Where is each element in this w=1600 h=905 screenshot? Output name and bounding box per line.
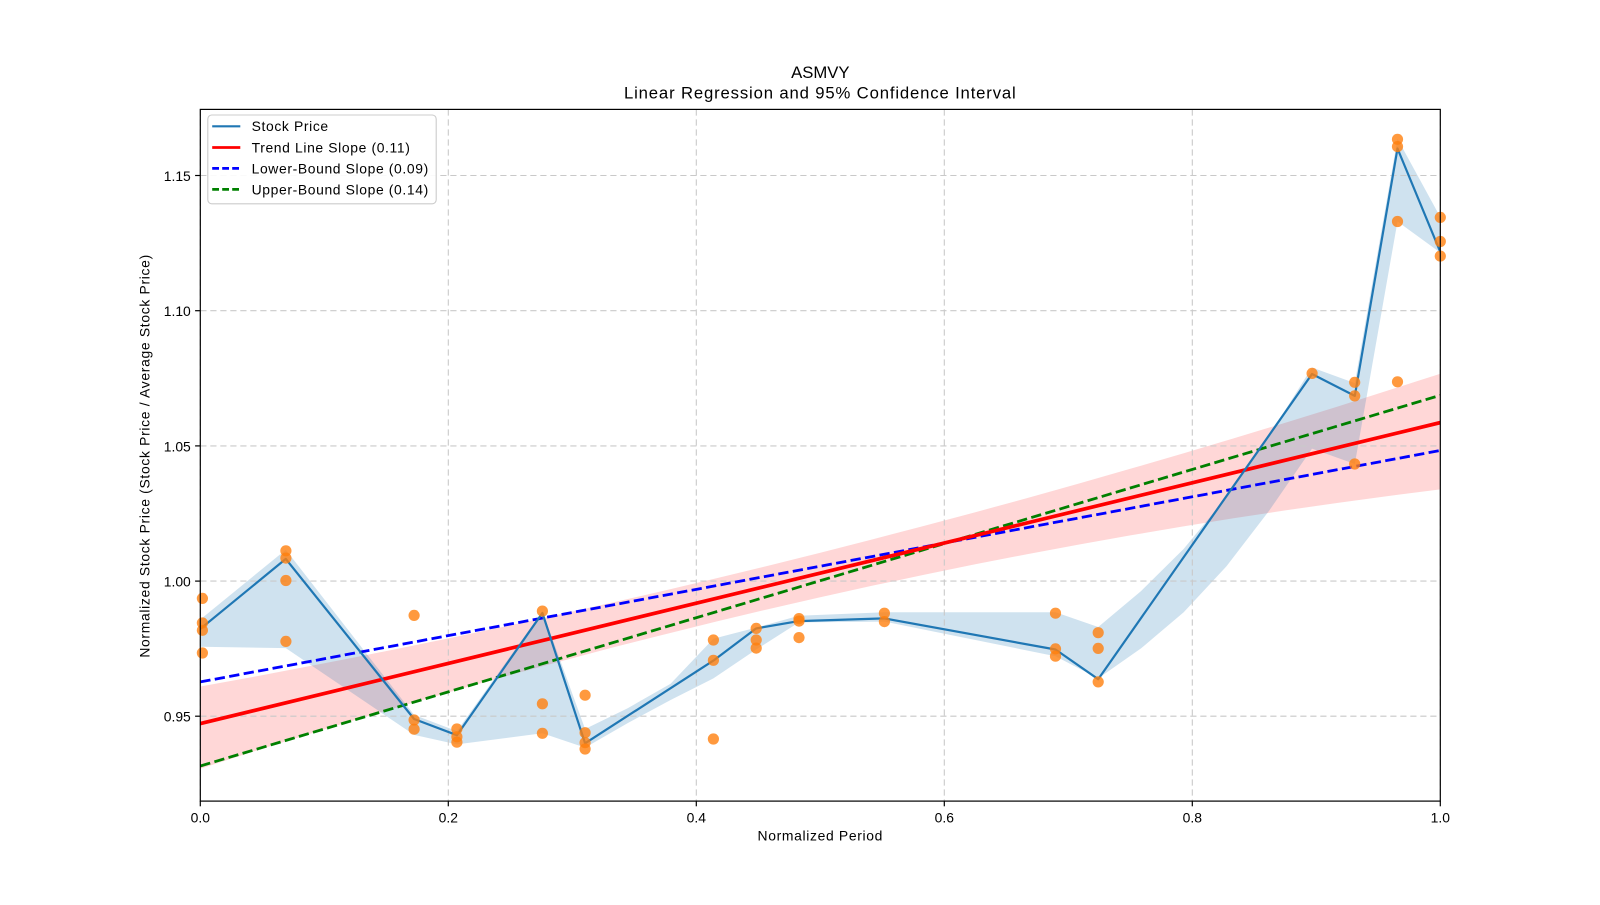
svg-text:Trend Line Slope (0.11): Trend Line Slope (0.11): [252, 139, 411, 155]
svg-text:ASMVY: ASMVY: [791, 63, 849, 82]
svg-text:0.95: 0.95: [164, 709, 191, 725]
svg-text:Stock Price: Stock Price: [252, 118, 329, 134]
svg-text:1.15: 1.15: [164, 168, 191, 184]
svg-text:0.2: 0.2: [439, 810, 459, 826]
svg-text:0.4: 0.4: [687, 810, 707, 826]
svg-text:1.10: 1.10: [164, 303, 191, 319]
svg-text:0.0: 0.0: [191, 810, 211, 826]
svg-text:1.0: 1.0: [1431, 810, 1451, 826]
svg-text:Lower-Bound Slope (0.09): Lower-Bound Slope (0.09): [252, 160, 429, 176]
svg-text:1.00: 1.00: [164, 574, 191, 590]
svg-text:1.05: 1.05: [164, 438, 191, 454]
svg-text:Normalized Stock Price (Stock: Normalized Stock Price (Stock Price / Av…: [136, 254, 152, 658]
svg-text:Normalized Period: Normalized Period: [758, 827, 883, 843]
svg-text:Upper-Bound Slope (0.14): Upper-Bound Slope (0.14): [252, 181, 429, 197]
svg-text:0.6: 0.6: [935, 810, 955, 826]
svg-text:0.8: 0.8: [1183, 810, 1203, 826]
svg-text:Linear Regression and 95% Conf: Linear Regression and 95% Confidence Int…: [624, 84, 1017, 103]
